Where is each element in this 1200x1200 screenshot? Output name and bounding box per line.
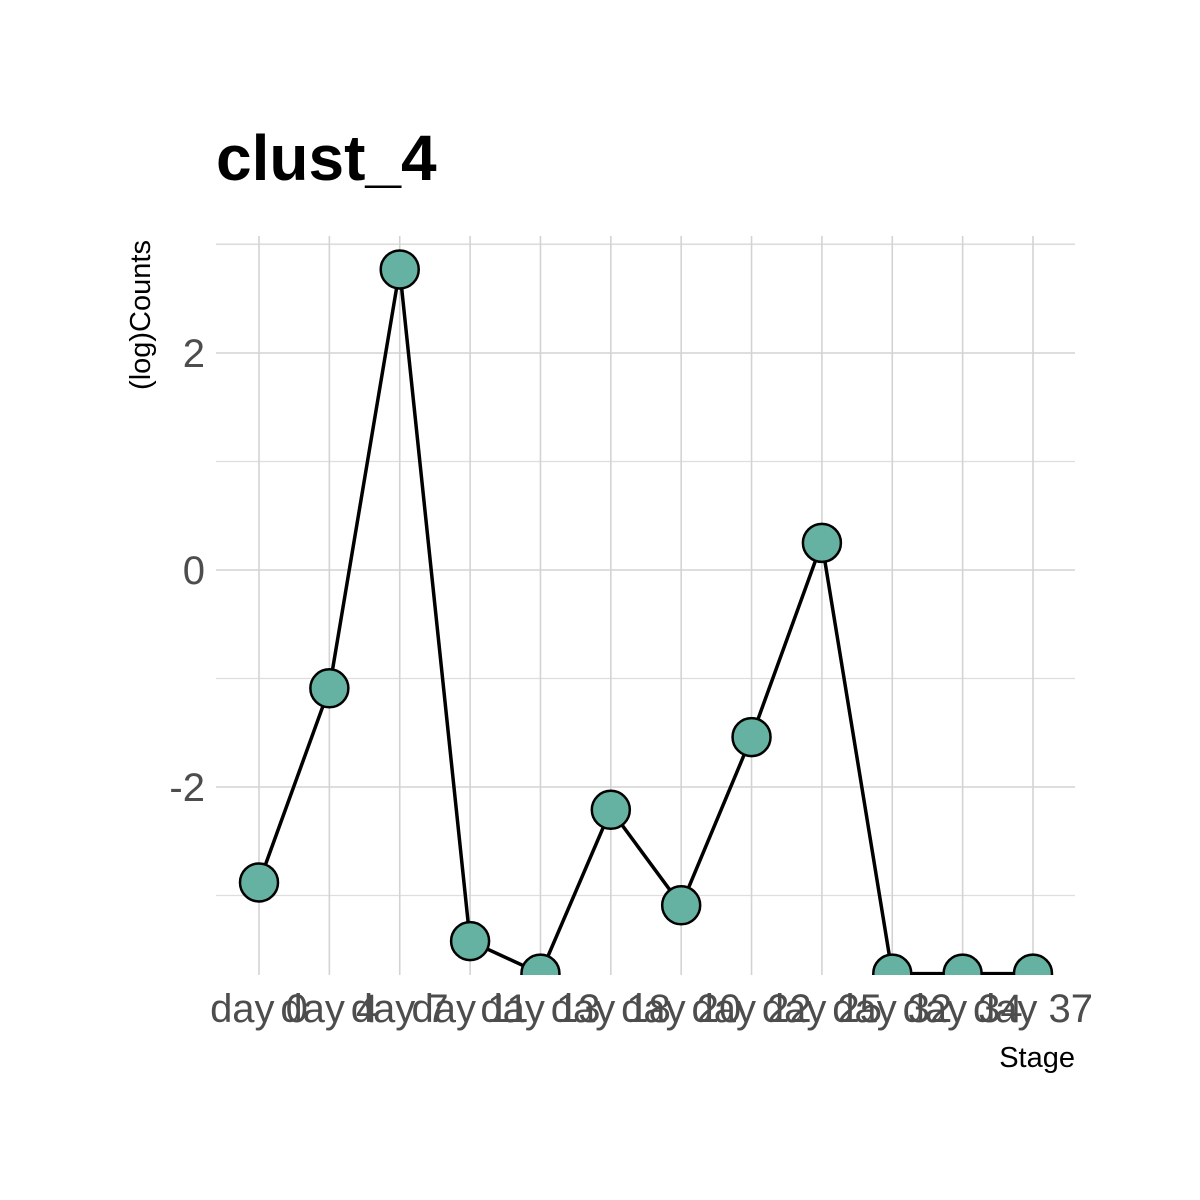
data-point bbox=[733, 718, 771, 756]
y-tick-label: 0 bbox=[183, 549, 205, 593]
data-point bbox=[803, 524, 841, 562]
y-tick-label: -2 bbox=[169, 766, 205, 810]
data-point bbox=[451, 922, 489, 960]
data-point bbox=[592, 791, 630, 829]
y-axis-title: (log)Counts bbox=[125, 240, 157, 390]
y-tick-labels: -2 0 2 bbox=[169, 332, 205, 810]
y-tick-label: 2 bbox=[183, 332, 205, 376]
x-axis-title: Stage bbox=[999, 1042, 1075, 1074]
data-points bbox=[240, 250, 1052, 992]
data-point bbox=[310, 669, 348, 707]
data-point bbox=[381, 250, 419, 288]
x-tick-label: day 37 bbox=[973, 987, 1093, 1031]
chart-title: clust_4 bbox=[216, 122, 437, 194]
data-point bbox=[240, 863, 278, 901]
data-point bbox=[662, 886, 700, 924]
series-line bbox=[259, 270, 1033, 974]
